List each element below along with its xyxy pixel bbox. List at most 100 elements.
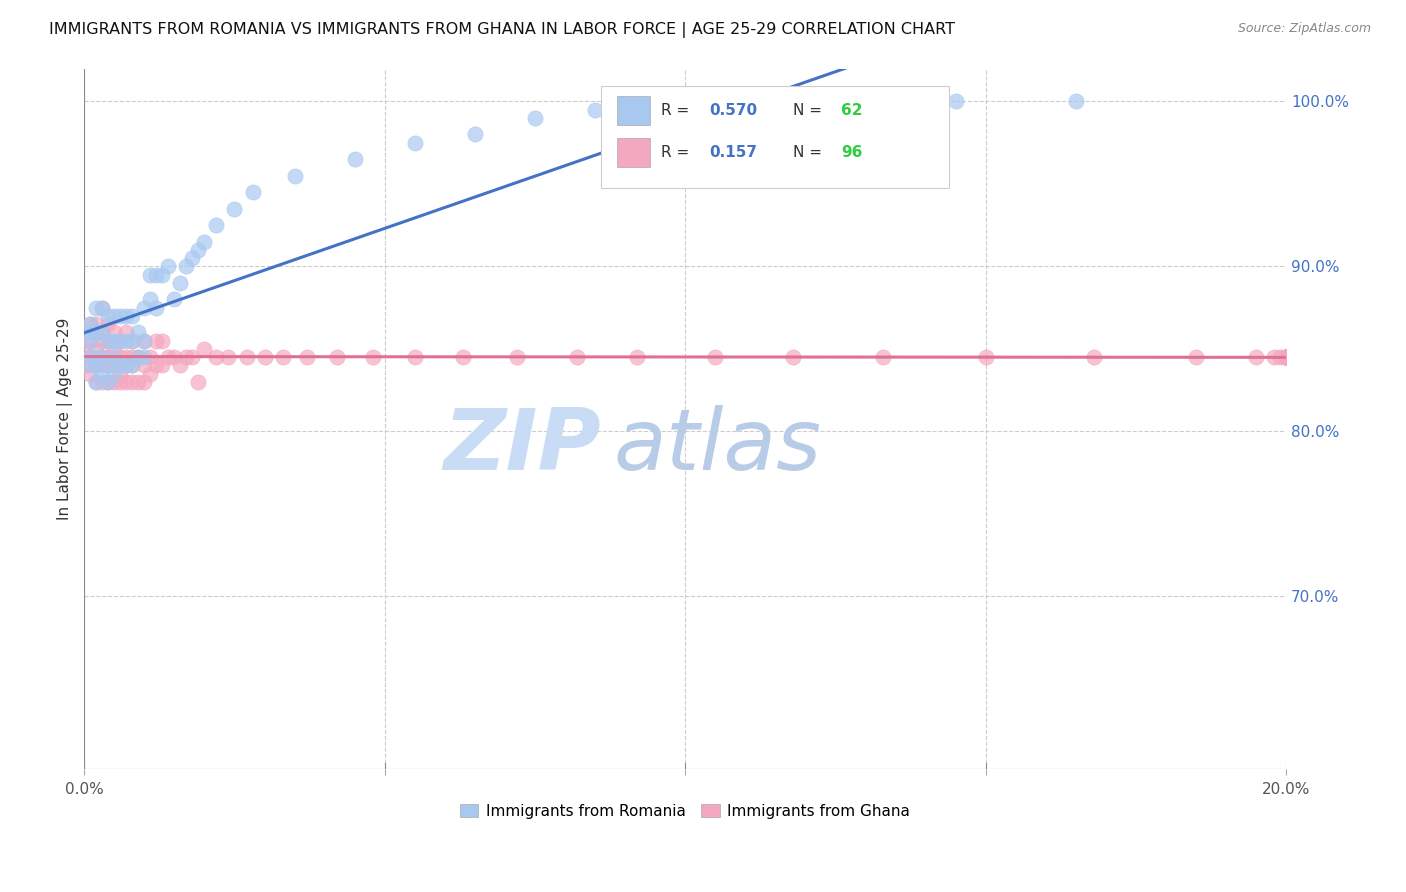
Point [110, 309, 132, 323]
Point [103, 367, 125, 381]
Point [626, 350, 648, 364]
Point [284, 169, 307, 183]
Point [1083, 350, 1105, 364]
Text: 0.570: 0.570 [709, 103, 758, 118]
Point [121, 309, 143, 323]
Point [157, 350, 180, 364]
Point [134, 375, 156, 389]
Point [145, 301, 167, 315]
Point [187, 243, 209, 257]
Point [84, 326, 107, 340]
Point [115, 350, 138, 364]
Point [91, 301, 114, 315]
Point [1275, 350, 1298, 364]
Point [103, 350, 125, 364]
Point [79, 350, 101, 364]
Point [79, 367, 101, 381]
Point [97, 359, 120, 373]
Point [115, 359, 138, 373]
Point [139, 268, 162, 282]
Point [97, 350, 120, 364]
Point [1275, 350, 1298, 364]
Point [1275, 350, 1298, 364]
Text: IMMIGRANTS FROM ROMANIA VS IMMIGRANTS FROM GHANA IN LABOR FORCE | AGE 25-29 CORR: IMMIGRANTS FROM ROMANIA VS IMMIGRANTS FR… [49, 22, 955, 38]
Point [295, 350, 318, 364]
Point [134, 334, 156, 348]
Point [127, 350, 149, 364]
Point [1275, 350, 1298, 364]
Point [110, 350, 132, 364]
Point [163, 293, 186, 307]
Point [1263, 350, 1285, 364]
Point [1275, 350, 1298, 364]
Point [157, 260, 180, 274]
Point [134, 334, 156, 348]
Point [91, 350, 114, 364]
Point [127, 375, 149, 389]
Point [974, 350, 997, 364]
Point [325, 350, 347, 364]
Point [115, 309, 138, 323]
Text: Source: ZipAtlas.com: Source: ZipAtlas.com [1237, 22, 1371, 36]
Point [121, 359, 143, 373]
Text: 0.157: 0.157 [709, 145, 758, 160]
Point [1275, 350, 1298, 364]
Point [506, 350, 529, 364]
Point [127, 350, 149, 364]
Point [103, 326, 125, 340]
Point [565, 350, 588, 364]
Text: N =: N = [793, 103, 827, 118]
Point [121, 334, 143, 348]
Point [91, 334, 114, 348]
Point [145, 334, 167, 348]
Point [1275, 350, 1298, 364]
Point [187, 375, 209, 389]
Point [181, 350, 204, 364]
Point [1275, 350, 1298, 364]
Point [110, 334, 132, 348]
Point [152, 268, 174, 282]
Point [79, 317, 101, 331]
Point [404, 136, 426, 150]
Point [91, 367, 114, 381]
Point [1275, 350, 1298, 364]
Point [1268, 350, 1291, 364]
Point [451, 350, 474, 364]
Point [91, 359, 114, 373]
Point [79, 359, 101, 373]
Point [97, 317, 120, 331]
Point [110, 367, 132, 381]
Point [103, 334, 125, 348]
Point [103, 359, 125, 373]
Point [134, 359, 156, 373]
Point [73, 342, 96, 356]
Point [110, 375, 132, 389]
Point [139, 293, 162, 307]
FancyBboxPatch shape [600, 86, 949, 187]
Point [79, 350, 101, 364]
Point [110, 334, 132, 348]
Point [1275, 350, 1298, 364]
Point [253, 350, 276, 364]
Legend: Immigrants from Romania, Immigrants from Ghana: Immigrants from Romania, Immigrants from… [454, 797, 917, 825]
Point [1275, 350, 1298, 364]
Text: ZIP: ZIP [443, 406, 600, 489]
Point [134, 350, 156, 364]
Point [121, 359, 143, 373]
Point [782, 350, 804, 364]
Point [79, 326, 101, 340]
Point [945, 95, 967, 109]
FancyBboxPatch shape [617, 95, 651, 125]
Point [110, 359, 132, 373]
Point [134, 301, 156, 315]
Text: 96: 96 [841, 145, 863, 160]
Point [1185, 350, 1208, 364]
Point [115, 334, 138, 348]
Point [1275, 350, 1298, 364]
Point [91, 326, 114, 340]
Point [176, 350, 198, 364]
Point [1275, 350, 1298, 364]
Y-axis label: In Labor Force | Age 25-29: In Labor Force | Age 25-29 [58, 318, 73, 520]
Point [169, 359, 191, 373]
Point [103, 309, 125, 323]
